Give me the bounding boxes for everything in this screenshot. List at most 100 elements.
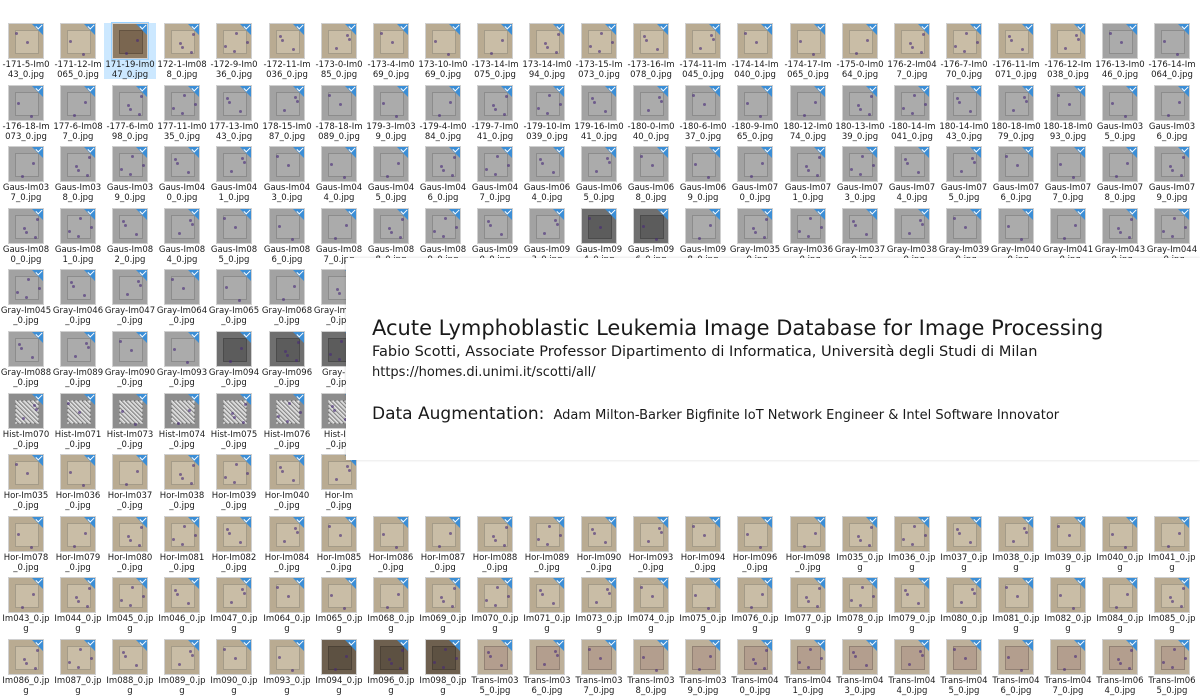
- file-item[interactable]: Gaus-Im03 7_0.jpg: [0, 146, 52, 203]
- file-item[interactable]: Gray-Im045 _0.jpg: [0, 269, 52, 326]
- file-item[interactable]: Hor-Im090 _0.jpg: [573, 516, 625, 573]
- file-item[interactable]: Gaus-Im08 7_0.jpg: [313, 208, 365, 265]
- file-item[interactable]: Hor-Im037 _0.jpg: [104, 454, 156, 511]
- file-item[interactable]: Hor-Im088 _0.jpg: [469, 516, 521, 573]
- file-item[interactable]: Gray-Im088 _0.jpg: [0, 331, 52, 388]
- file-item[interactable]: Gaus-Im07 4_0.jpg: [886, 146, 938, 203]
- file-item[interactable]: Im081_0.jp g: [990, 577, 1042, 634]
- file-item[interactable]: 177-11-Im0 35_0.jpg: [156, 85, 208, 142]
- file-item[interactable]: -173-4-Im0 69_0.jpg: [365, 23, 417, 80]
- file-item[interactable]: Trans-Im03 8_0.jpg: [625, 639, 677, 696]
- file-item[interactable]: Hor-Im098 _0.jpg: [782, 516, 834, 573]
- file-item[interactable]: Hor-Im094 _0.jpg: [677, 516, 729, 573]
- file-item[interactable]: Gaus-Im08 0_0.jpg: [0, 208, 52, 265]
- file-item[interactable]: Gaus-Im07 7_0.jpg: [1042, 146, 1094, 203]
- file-item[interactable]: Gaus-Im093_0.jpg: [521, 208, 573, 265]
- file-item[interactable]: Gaus-Im03 6_0.jpg: [1146, 85, 1198, 142]
- file-item[interactable]: Im089_0.jp g: [156, 639, 208, 696]
- file-item[interactable]: 179-3-Im03 9_0.jpg: [365, 85, 417, 142]
- file-item[interactable]: Gaus-Im04 4_0.jpg: [313, 146, 365, 203]
- file-item[interactable]: Im047_0.jp g: [208, 577, 260, 634]
- file-item[interactable]: -180-0-Im0 40_0.jpg: [625, 85, 677, 142]
- file-item[interactable]: Im075_0.jp g: [677, 577, 729, 634]
- file-item[interactable]: -171-5-Im0 43_0.jpg: [0, 23, 52, 80]
- file-item[interactable]: Im084_0.jp g: [1094, 577, 1146, 634]
- file-item[interactable]: Trans-Im04 7_0.jpg: [1042, 639, 1094, 696]
- file-item[interactable]: Im077_0.jp g: [782, 577, 834, 634]
- file-item[interactable]: Im076_0.jp g: [729, 577, 781, 634]
- file-item[interactable]: Gaus-Im06 4_0.jpg: [521, 146, 573, 203]
- file-item[interactable]: Hist-Im074 _0.jpg: [156, 393, 208, 450]
- file-item[interactable]: Trans-Im06 4_0.jpg: [1094, 639, 1146, 696]
- file-item[interactable]: Im068_0.jp g: [365, 577, 417, 634]
- file-item[interactable]: Im069_0.jp g: [417, 577, 469, 634]
- file-item[interactable]: Gaus-Im07 3_0.jpg: [834, 146, 886, 203]
- file-item[interactable]: Gaus-Im04 7_0.jpg: [469, 146, 521, 203]
- file-item[interactable]: Im046_0.jp g: [156, 577, 208, 634]
- file-item[interactable]: Gaus-Im096_0.jpg: [625, 208, 677, 265]
- file-item[interactable]: Gaus-Im08 1_0.jpg: [52, 208, 104, 265]
- file-item[interactable]: 180-18-Im0 79_0.jpg: [990, 85, 1042, 142]
- file-item[interactable]: Gray-Im096 _0.jpg: [261, 331, 313, 388]
- file-item[interactable]: Gaus-Im04 6_0.jpg: [417, 146, 469, 203]
- file-item[interactable]: Gaus-Im03 8_0.jpg: [52, 146, 104, 203]
- file-item[interactable]: Hor-Im089 _0.jpg: [521, 516, 573, 573]
- file-item[interactable]: 177-6-Im08 7_0.jpg: [52, 85, 104, 142]
- file-item[interactable]: Im079_0.jp g: [886, 577, 938, 634]
- file-item[interactable]: Im043_0.jp g: [0, 577, 52, 634]
- file-item[interactable]: -173-15-Im 073_0.jpg: [573, 23, 625, 80]
- file-item[interactable]: -172-11-Im 036_0.jpg: [261, 23, 313, 80]
- file-item[interactable]: -173-14-Im 075_0.jpg: [469, 23, 521, 80]
- file-item[interactable]: Hor-Im084 _0.jpg: [261, 516, 313, 573]
- file-item[interactable]: Trans-Im03 5_0.jpg: [469, 639, 521, 696]
- file-item[interactable]: Hist-Im071 _0.jpg: [52, 393, 104, 450]
- file-item[interactable]: 173-14-Im0 94_0.jpg: [521, 23, 573, 80]
- file-item[interactable]: Gaus-Im08 2_0.jpg: [104, 208, 156, 265]
- file-item[interactable]: -171-12-Im 065_0.jpg: [52, 23, 104, 80]
- file-item[interactable]: Trans-Im04 3_0.jpg: [834, 639, 886, 696]
- file-item[interactable]: Gaus-Im06 5_0.jpg: [573, 146, 625, 203]
- file-item[interactable]: Gray-Im068 _0.jpg: [261, 269, 313, 326]
- file-item[interactable]: -180-9-Im0 65_0.jpg: [729, 85, 781, 142]
- file-item[interactable]: 172-1-Im08 8_0.jpg: [156, 23, 208, 80]
- file-item[interactable]: Gaus-Im04 3_0.jpg: [261, 146, 313, 203]
- file-item[interactable]: Gaus-Im06 9_0.jpg: [677, 146, 729, 203]
- file-item[interactable]: Im038_0.jp g: [990, 516, 1042, 573]
- file-item[interactable]: Gaus-Im090_0.jpg: [469, 208, 521, 265]
- file-item[interactable]: Im039_0.jp g: [1042, 516, 1094, 573]
- file-item[interactable]: Gaus-Im04 0_0.jpg: [156, 146, 208, 203]
- file-item[interactable]: Trans-Im03 9_0.jpg: [677, 639, 729, 696]
- file-item[interactable]: -179-7-Im0 41_0.jpg: [469, 85, 521, 142]
- file-item[interactable]: Gray-Im035_0.jpg: [729, 208, 781, 265]
- file-item[interactable]: -176-12-Im 038_0.jpg: [1042, 23, 1094, 80]
- file-item[interactable]: Gaus-Im06 8_0.jpg: [625, 146, 677, 203]
- file-item[interactable]: Trans-Im04 4_0.jpg: [886, 639, 938, 696]
- file-item[interactable]: Im064_0.jp g: [261, 577, 313, 634]
- file-item[interactable]: Im070_0.jp g: [469, 577, 521, 634]
- file-item[interactable]: Gaus-Im07 6_0.jpg: [990, 146, 1042, 203]
- file-item[interactable]: Hor-Im079 _0.jpg: [52, 516, 104, 573]
- file-item[interactable]: Hor-Im036 _0.jpg: [52, 454, 104, 511]
- file-item[interactable]: -175-0-Im0 64_0.jpg: [834, 23, 886, 80]
- file-item[interactable]: Hor-Im093 _0.jpg: [625, 516, 677, 573]
- file-item[interactable]: 180-12-Im0 74_0.jpg: [782, 85, 834, 142]
- file-item[interactable]: 180-14-Im0 43_0.jpg: [938, 85, 990, 142]
- file-item[interactable]: Gaus-Im07 0_0.jpg: [729, 146, 781, 203]
- file-item[interactable]: -173-16-Im 078_0.jpg: [625, 23, 677, 80]
- file-item[interactable]: Hist-Im070 _0.jpg: [0, 393, 52, 450]
- file-item[interactable]: Im096_0.jp g: [365, 639, 417, 696]
- file-item[interactable]: 173-10-Im0 69_0.jpg: [417, 23, 469, 80]
- file-item[interactable]: Im074_0.jp g: [625, 577, 677, 634]
- file-item[interactable]: Hor-Im _0.jpg: [313, 454, 365, 511]
- file-item[interactable]: Gaus-Im088_0.jpg: [365, 208, 417, 265]
- file-item[interactable]: -179-10-Im 039_0.jpg: [521, 85, 573, 142]
- file-item[interactable]: Im082_0.jp g: [1042, 577, 1094, 634]
- file-item[interactable]: Trans-Im03 6_0.jpg: [521, 639, 573, 696]
- file-item[interactable]: Im071_0.jp g: [521, 577, 573, 634]
- file-item[interactable]: Im098_0.jp g: [417, 639, 469, 696]
- file-item[interactable]: -176-7-Im0 70_0.jpg: [938, 23, 990, 80]
- file-item[interactable]: -176-14-Im 064_0.jpg: [1146, 23, 1198, 80]
- file-item[interactable]: Gray-Im090 _0.jpg: [104, 331, 156, 388]
- file-item[interactable]: Im088_0.jp g: [104, 639, 156, 696]
- file-item[interactable]: Hor-Im078 _0.jpg: [0, 516, 52, 573]
